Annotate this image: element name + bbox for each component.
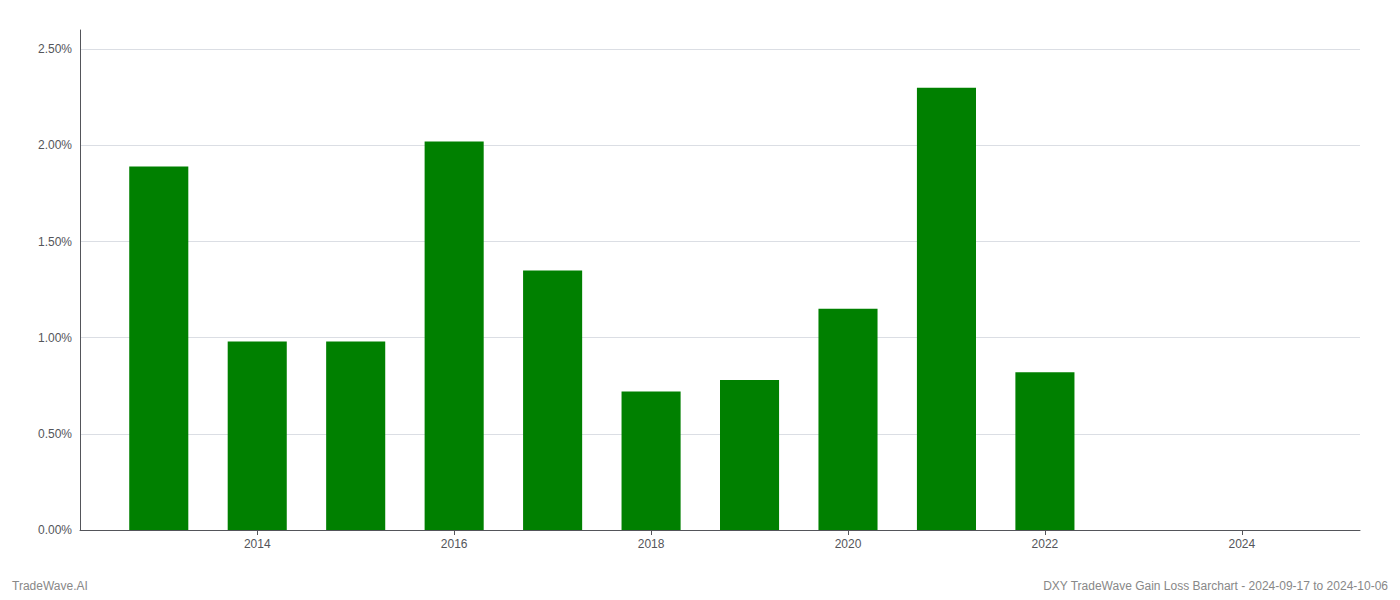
svg-text:1.00%: 1.00% — [38, 331, 72, 345]
svg-text:2014: 2014 — [244, 537, 271, 551]
svg-text:0.00%: 0.00% — [38, 523, 72, 537]
svg-text:DXY TradeWave Gain Loss Barcha: DXY TradeWave Gain Loss Barchart - 2024-… — [1043, 579, 1388, 593]
svg-text:2.00%: 2.00% — [38, 138, 72, 152]
svg-text:2020: 2020 — [835, 537, 862, 551]
svg-text:2016: 2016 — [441, 537, 468, 551]
svg-text:2018: 2018 — [638, 537, 665, 551]
svg-text:TradeWave.AI: TradeWave.AI — [12, 579, 88, 593]
svg-text:2.50%: 2.50% — [38, 42, 72, 56]
svg-text:0.50%: 0.50% — [38, 427, 72, 441]
svg-text:2024: 2024 — [1228, 537, 1255, 551]
svg-text:2022: 2022 — [1032, 537, 1059, 551]
svg-text:1.50%: 1.50% — [38, 235, 72, 249]
